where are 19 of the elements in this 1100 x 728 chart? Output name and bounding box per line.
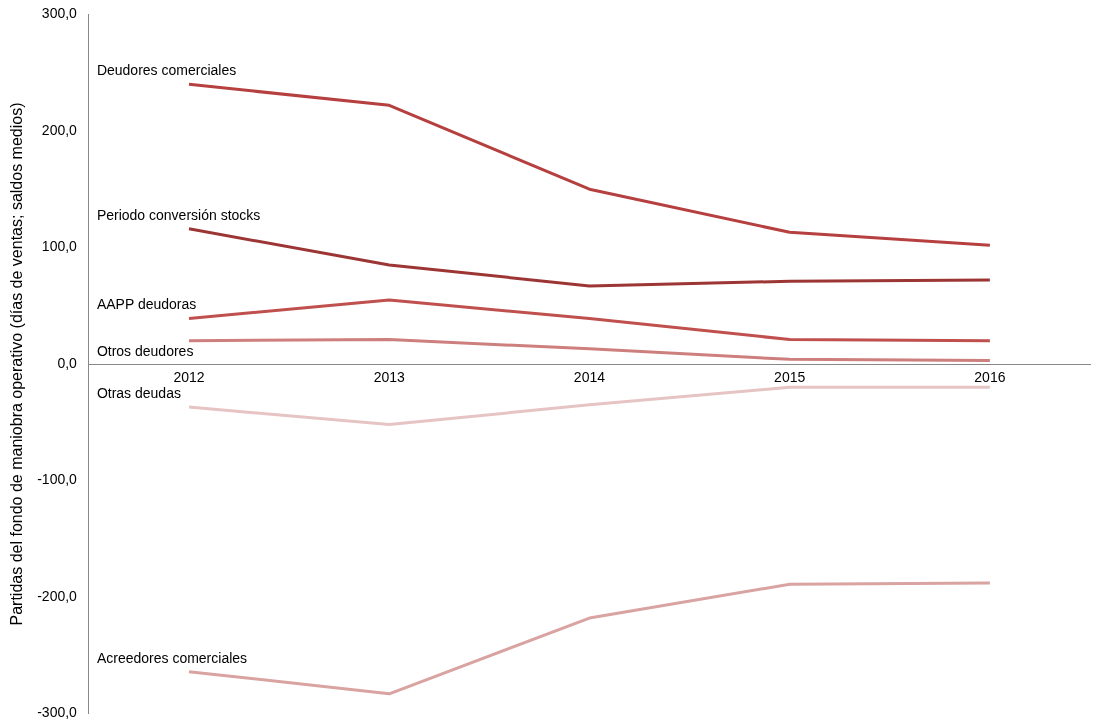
y-tick-label: -300,0 [37, 704, 78, 721]
series-label: Otros deudores [96, 342, 194, 359]
y-tick-label: -100,0 [37, 471, 78, 488]
y-tick-label: 300,0 [41, 5, 78, 22]
x-tick-label: 2016 [974, 369, 1006, 386]
x-tick-label: 2014 [573, 369, 606, 386]
x-tick-label: 2013 [373, 369, 406, 386]
x-tick-label: 2012 [173, 369, 205, 386]
y-tick-label: 0,0 [57, 354, 78, 371]
series-label: Acreedores comerciales [96, 649, 248, 666]
y-tick-label: -200,0 [37, 587, 78, 604]
x-tick-label: 2015 [774, 369, 806, 386]
y-tick-label: 100,0 [41, 238, 78, 255]
series-label: Periodo conversión stocks [96, 206, 261, 223]
y-axis-title: Partidas del fondo de maniobra operativo (días de ventas; saldos medios) [8, 102, 26, 626]
y-tick-label: 200,0 [41, 121, 78, 138]
series-label: AAPP deudoras [96, 296, 197, 313]
series-label: Deudores comerciales [96, 62, 237, 79]
series-label: Otras deudas [96, 384, 181, 401]
